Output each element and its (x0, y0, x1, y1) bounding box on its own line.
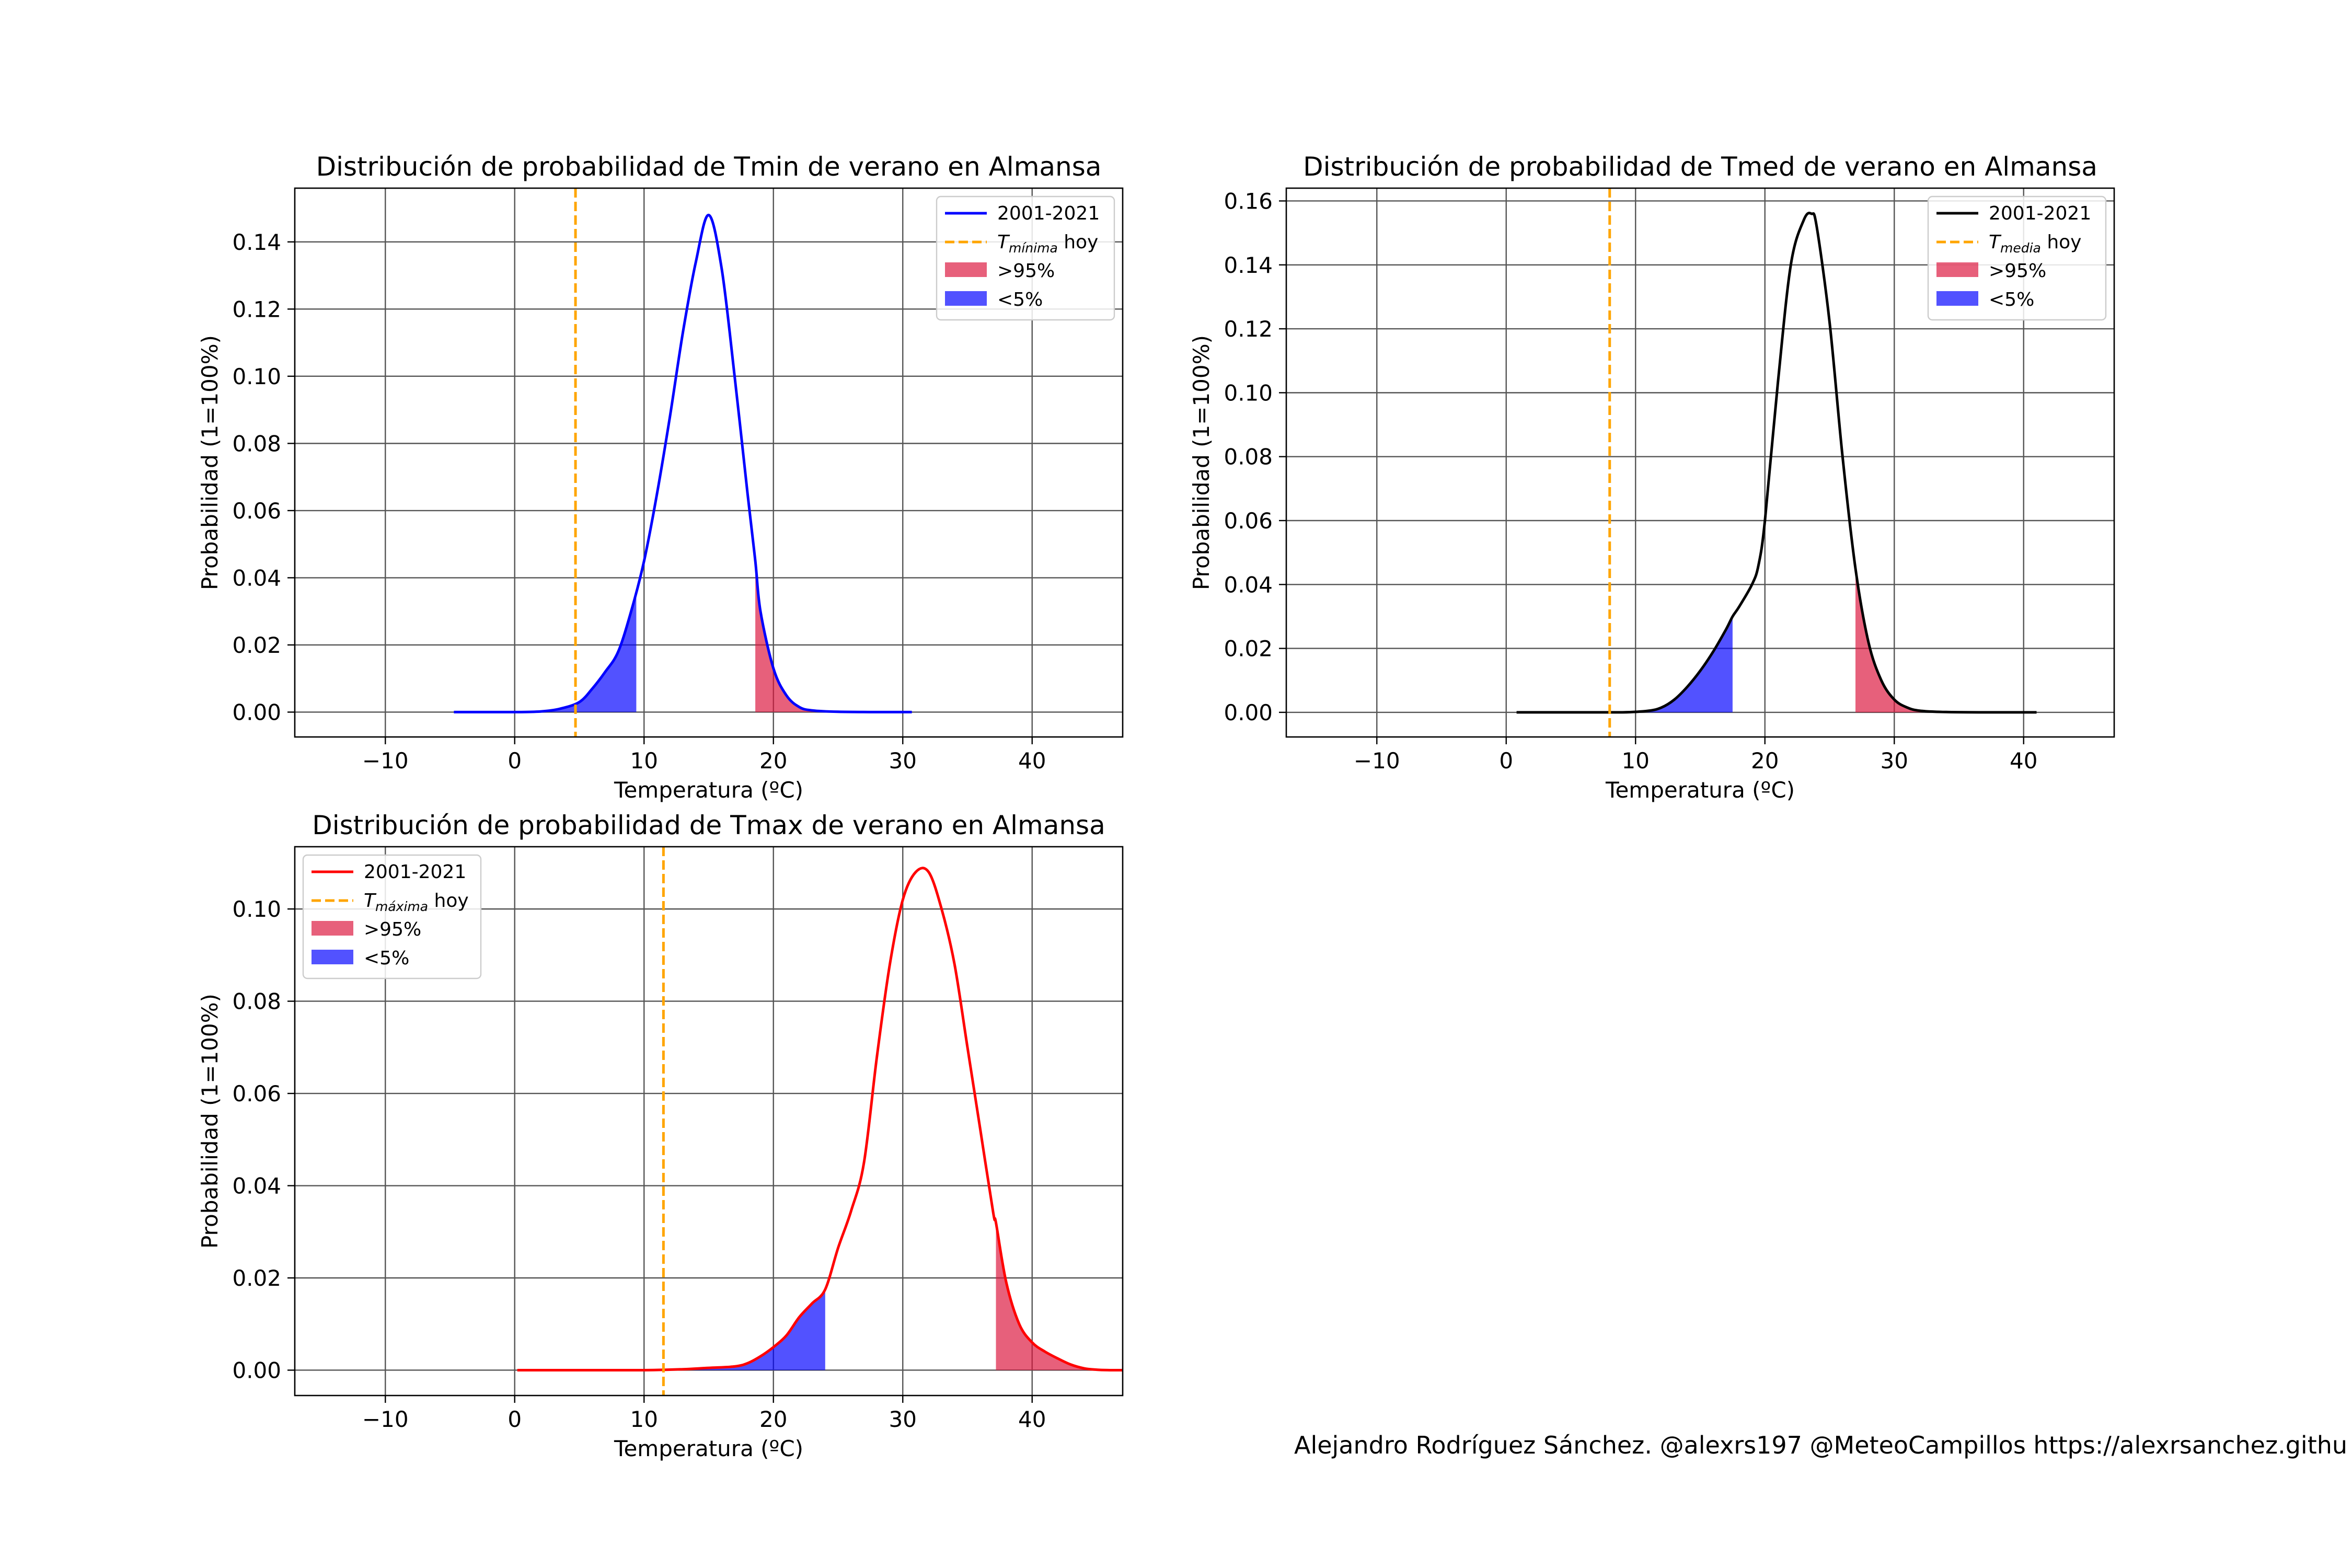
y-tick-label: 0.08 (232, 431, 281, 456)
axes-frame (294, 187, 1124, 738)
chart-panel-1: −10 0 10 20 30 40 0.00 0.02 0.04 0.06 0.08 0.10 0.12… (197, 152, 1124, 803)
x-tick-label: 40 (2010, 748, 2037, 774)
legend-series-label: 2001-2021 (997, 203, 1100, 224)
legend-lower-handle (1936, 291, 1978, 306)
legend: 2001-2021 Tmedia hoy >95% <5% (1927, 195, 2107, 321)
y-tick-label: 0.06 (232, 498, 281, 524)
y-tick-label: 0.04 (232, 1173, 281, 1199)
y-tick-label: 0.10 (1224, 380, 1273, 406)
y-axis-label: Probabilidad (1=100%) (197, 335, 223, 590)
legend: 2001-2021 Tmáxima hoy >95% <5% (302, 854, 482, 979)
legend-lower-label: <5% (364, 948, 409, 969)
x-tick-label: −10 (362, 748, 409, 774)
lower-5pct-area (517, 1289, 825, 1370)
y-tick-label: 0.08 (1224, 444, 1273, 470)
plot-content (517, 847, 1123, 1396)
x-tick-label: 20 (759, 748, 787, 774)
y-tick-label: 0.04 (1224, 572, 1273, 597)
upper-95pct-area (1855, 568, 2037, 712)
grid (295, 188, 1123, 737)
credit-text: Alejandro Rodríguez Sánchez. @alexrs197 … (1294, 1431, 2348, 1459)
lower-5pct-area (1516, 616, 1733, 712)
chart-title: Distribución de probabilidad de Tmax de … (312, 810, 1105, 840)
x-axis-label: Temperatura (ºC) (614, 1436, 803, 1461)
y-axis-label: Probabilidad (1=100%) (1189, 335, 1214, 590)
legend-box (302, 854, 482, 979)
legend-upper-label: >95% (1989, 260, 2046, 282)
y-tick-label: 0.02 (232, 1265, 281, 1291)
x-tick-label: 0 (508, 1406, 522, 1432)
chart-panel-2: −10 0 10 20 30 40 0.00 0.02 0.04 0.06 0.08 0.10 0.12… (1189, 152, 2115, 803)
y-tick-label: 0.00 (232, 1357, 281, 1383)
legend-upper-label: >95% (364, 919, 421, 940)
x-tick-label: 30 (889, 1406, 917, 1432)
legend-lower-handle (312, 950, 353, 964)
lower-5pct-area (454, 591, 637, 712)
x-axis-label: Temperatura (ºC) (1605, 777, 1795, 803)
upper-95pct-area (755, 561, 912, 712)
y-tick-label: 0.12 (232, 296, 281, 322)
density-line (1516, 212, 2037, 714)
plot-content (1516, 188, 2037, 737)
y-tick-label: 0.10 (232, 896, 281, 922)
chart-title: Distribución de probabilidad de Tmin de … (316, 152, 1102, 182)
x-tick-label: 0 (1499, 748, 1513, 774)
legend-today-label: Tmedia hoy (1989, 232, 2081, 256)
x-tick-label: 10 (630, 1406, 658, 1432)
x-tick-label: 20 (759, 1406, 787, 1432)
x-axis-label: Temperatura (ºC) (614, 777, 803, 803)
x-tick-label: 40 (1018, 748, 1046, 774)
grid (295, 847, 1123, 1396)
y-tick-label: 0.16 (1224, 188, 1273, 214)
legend-lower-handle (945, 291, 987, 306)
x-tick-label: 0 (508, 748, 522, 774)
x-tick-label: 30 (1881, 748, 1908, 774)
legend-series-label: 2001-2021 (1989, 203, 2091, 224)
y-axis-label: Probabilidad (1=100%) (197, 994, 223, 1249)
chart-title: Distribución de probabilidad de Tmed de … (1303, 152, 2097, 182)
legend-lower-label: <5% (997, 289, 1043, 310)
x-tick-label: 30 (889, 748, 917, 774)
y-tick-label: 0.06 (1224, 508, 1273, 534)
y-tick-label: 0.14 (232, 229, 281, 255)
y-tick-label: 0.14 (1224, 252, 1273, 278)
y-tick-label: 0.02 (232, 632, 281, 658)
legend-today-label: Tmáxima hoy (364, 890, 469, 914)
axes-frame (294, 846, 1124, 1397)
legend-box (936, 195, 1115, 321)
x-tick-label: −10 (1354, 748, 1400, 774)
legend-today-label: Tmínima hoy (997, 232, 1098, 256)
y-tick-label: 0.02 (1224, 636, 1273, 662)
y-tick-label: 0.08 (232, 989, 281, 1014)
x-tick-label: 20 (1751, 748, 1779, 774)
x-tick-label: −10 (362, 1406, 409, 1432)
y-tick-label: 0.12 (1224, 316, 1273, 342)
upper-95pct-area (996, 1223, 1123, 1370)
plot-content (454, 188, 912, 737)
legend-upper-handle (945, 262, 987, 277)
chart-panel-3: −10 0 10 20 30 40 0.00 0.02 0.04 0.06 0.08 0.10 Dist… (197, 810, 1124, 1461)
x-tick-label: 10 (1622, 748, 1650, 774)
legend-upper-handle (312, 921, 353, 936)
density-line (454, 213, 912, 713)
y-tick-label: 0.00 (1224, 700, 1273, 725)
y-tick-label: 0.06 (232, 1081, 281, 1106)
axes-frame (1285, 187, 2115, 738)
x-tick-label: 10 (630, 748, 658, 774)
legend-upper-label: >95% (997, 260, 1055, 282)
y-tick-label: 0.10 (232, 364, 281, 389)
legend-box (1927, 195, 2107, 321)
legend-series-label: 2001-2021 (364, 861, 466, 883)
legend: 2001-2021 Tmínima hoy >95% <5% (936, 195, 1115, 321)
x-tick-label: 40 (1018, 1406, 1046, 1432)
density-line (517, 867, 1123, 1372)
y-tick-label: 0.00 (232, 699, 281, 725)
y-tick-label: 0.04 (232, 565, 281, 591)
legend-upper-handle (1936, 262, 1978, 277)
legend-lower-label: <5% (1989, 289, 2034, 310)
